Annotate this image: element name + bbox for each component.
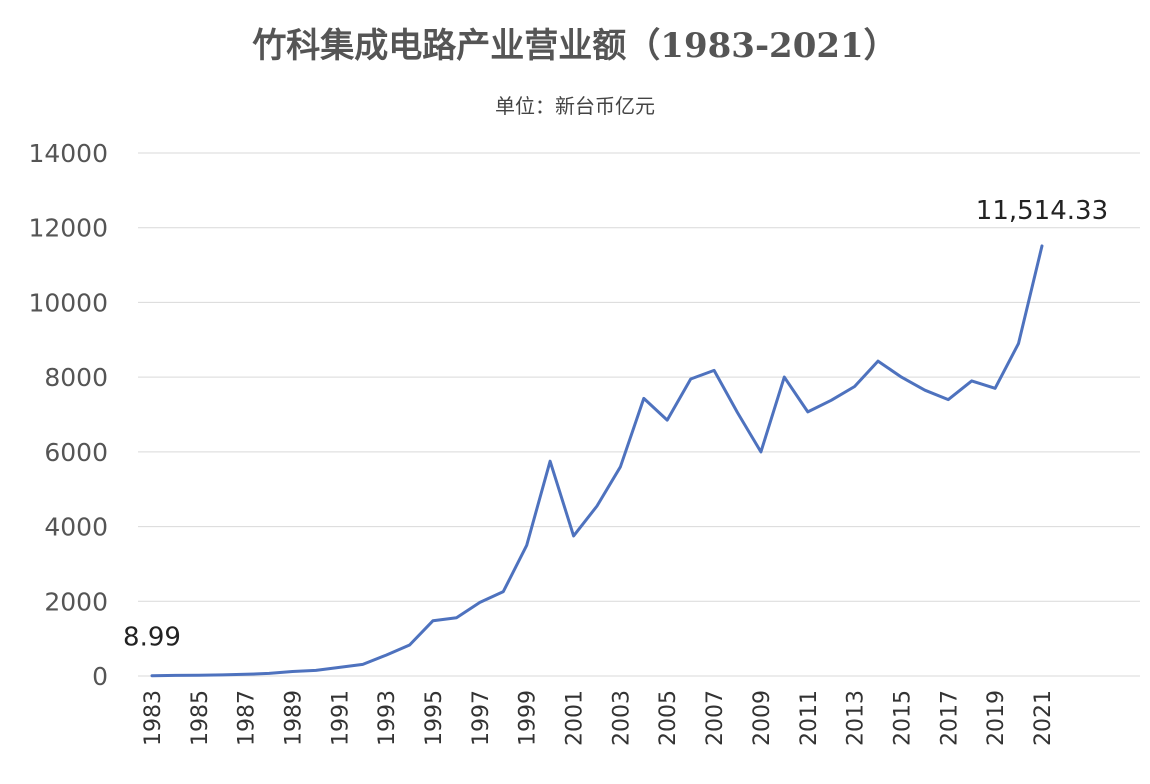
y-tick-label: 12000 bbox=[28, 214, 108, 243]
x-tick-label: 1997 bbox=[469, 690, 494, 746]
x-tick-label: 1983 bbox=[141, 690, 166, 746]
x-axis-ticks: 1983 1985 1987 1989 1991 1993 1995 1997 1999 2001… bbox=[141, 690, 1056, 746]
data-label: 11,514.33 bbox=[976, 196, 1108, 226]
y-tick-label: 4000 bbox=[44, 513, 108, 542]
x-tick-label: 2001 bbox=[563, 690, 588, 746]
series-line-0 bbox=[150, 244, 1044, 678]
x-tick-label: 1991 bbox=[328, 690, 353, 746]
x-tick-label: 2011 bbox=[797, 690, 822, 746]
y-tick-label: 10000 bbox=[28, 288, 108, 317]
x-tick-label: 2017 bbox=[937, 690, 962, 746]
chart-title: 竹科集成电路产业营业额（1983-2021） bbox=[252, 26, 898, 66]
y-tick-label: 0 bbox=[92, 662, 108, 691]
x-tick-label: 2015 bbox=[890, 690, 915, 746]
x-tick-label: 2003 bbox=[609, 690, 634, 746]
x-tick-label: 2013 bbox=[844, 690, 869, 746]
data-labels: 8.99 11,514.33 bbox=[123, 196, 1108, 653]
chart-subtitle: 单位：新台币亿元 bbox=[495, 94, 655, 118]
x-tick-label: 1999 bbox=[516, 690, 541, 746]
x-tick-label: 1995 bbox=[422, 690, 447, 746]
y-tick-label: 6000 bbox=[44, 438, 108, 467]
x-tick-label: 2019 bbox=[984, 690, 1009, 746]
gridlines bbox=[138, 152, 1140, 677]
x-tick-label: 2007 bbox=[703, 690, 728, 746]
y-tick-label: 14000 bbox=[28, 139, 108, 168]
y-axis-ticks: 0 2000 4000 6000 8000 10000 12000 14000 bbox=[28, 139, 108, 691]
x-tick-label: 2009 bbox=[750, 690, 775, 746]
y-tick-label: 2000 bbox=[44, 587, 108, 616]
data-label: 8.99 bbox=[123, 623, 181, 653]
x-tick-label: 2021 bbox=[1031, 690, 1056, 746]
x-tick-label: 1985 bbox=[188, 690, 213, 746]
x-tick-label: 1989 bbox=[282, 690, 307, 746]
y-tick-label: 8000 bbox=[44, 363, 108, 392]
x-tick-label: 2005 bbox=[656, 690, 681, 746]
x-tick-label: 1987 bbox=[235, 690, 260, 746]
x-tick-label: 1993 bbox=[375, 690, 400, 746]
series-lines bbox=[150, 244, 1044, 678]
